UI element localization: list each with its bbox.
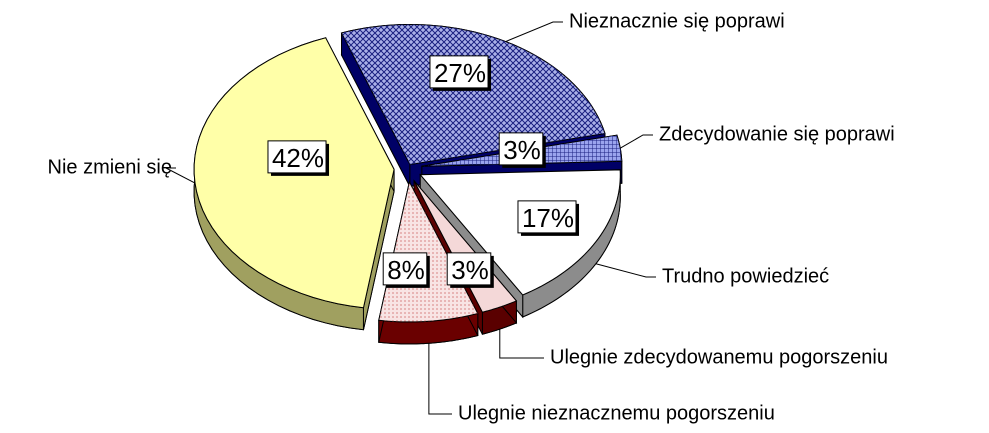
value-label: 3% bbox=[503, 135, 541, 165]
category-label: Ulegnie zdecydowanemu pogorszeniu bbox=[550, 346, 888, 368]
value-label-box bbox=[429, 55, 489, 89]
value-label-box bbox=[517, 200, 577, 234]
value-label: 42% bbox=[272, 143, 324, 173]
category-label: Nieznacznie się poprawi bbox=[569, 10, 785, 32]
leader-line bbox=[428, 343, 452, 415]
slice-pattern bbox=[341, 24, 605, 165]
leader-line bbox=[505, 21, 563, 43]
leader-line bbox=[619, 134, 653, 149]
value-label-box bbox=[498, 132, 544, 166]
value-label: 27% bbox=[434, 58, 486, 88]
value-label: 3% bbox=[451, 255, 489, 285]
value-label: 8% bbox=[387, 255, 425, 285]
category-label: Zdecydowanie się poprawi bbox=[659, 123, 895, 145]
category-label: Trudno powiedzieć bbox=[662, 265, 829, 287]
leader-line bbox=[165, 167, 196, 184]
leader-line bbox=[499, 329, 544, 359]
value-label-box bbox=[267, 140, 327, 174]
leader-line bbox=[595, 263, 656, 278]
value-label: 17% bbox=[522, 203, 574, 233]
category-label: Ulegnie nieznacznemu pogorszeniu bbox=[458, 402, 775, 424]
value-label-box bbox=[382, 252, 428, 286]
value-label-box bbox=[446, 252, 492, 286]
category-label: Nie zmieni się bbox=[48, 156, 172, 178]
